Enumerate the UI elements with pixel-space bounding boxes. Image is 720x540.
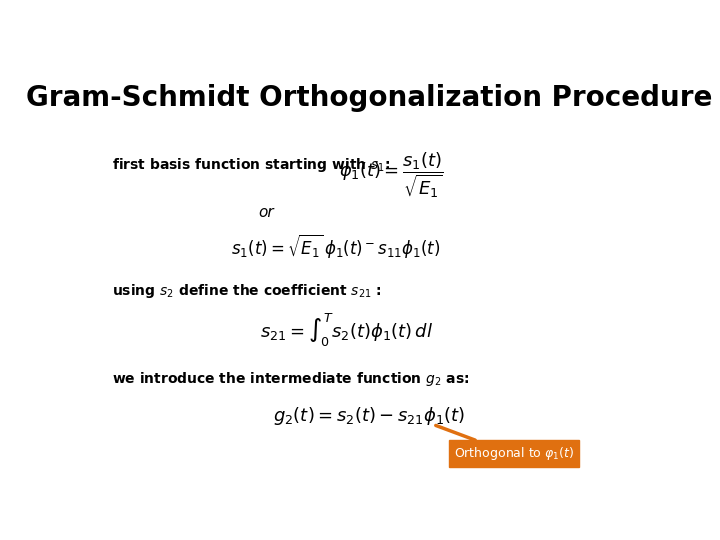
Text: first basis function starting with $s_1$:: first basis function starting with $s_1$… bbox=[112, 156, 390, 173]
Text: $s_{21} = \int_0^T s_2(t)\phi_1(t)\,dl$: $s_{21} = \int_0^T s_2(t)\phi_1(t)\,dl$ bbox=[260, 312, 433, 349]
Text: we introduce the intermediate function $g_2$ as:: we introduce the intermediate function $… bbox=[112, 370, 470, 388]
Text: or: or bbox=[258, 205, 274, 220]
Text: $g_2(t) = s_2(t) - s_{21}\phi_1(t)$: $g_2(t) = s_2(t) - s_{21}\phi_1(t)$ bbox=[273, 405, 465, 427]
Text: $s_1(t) = \sqrt{E_1}\,\phi_1(t)^-s_{11}\phi_1(t)$: $s_1(t) = \sqrt{E_1}\,\phi_1(t)^-s_{11}\… bbox=[231, 232, 440, 260]
Text: Gram-Schmidt Orthogonalization Procedure: Gram-Schmidt Orthogonalization Procedure bbox=[26, 84, 712, 112]
Text: using $s_2$ define the coefficient $s_{21}$ :: using $s_2$ define the coefficient $s_{2… bbox=[112, 282, 382, 300]
Text: Orthogonal to $\varphi_1(t)$: Orthogonal to $\varphi_1(t)$ bbox=[454, 445, 575, 462]
Text: $\phi_1(t) = \dfrac{s_1(t)}{\sqrt{E_1}}$: $\phi_1(t) = \dfrac{s_1(t)}{\sqrt{E_1}}$ bbox=[339, 150, 444, 200]
